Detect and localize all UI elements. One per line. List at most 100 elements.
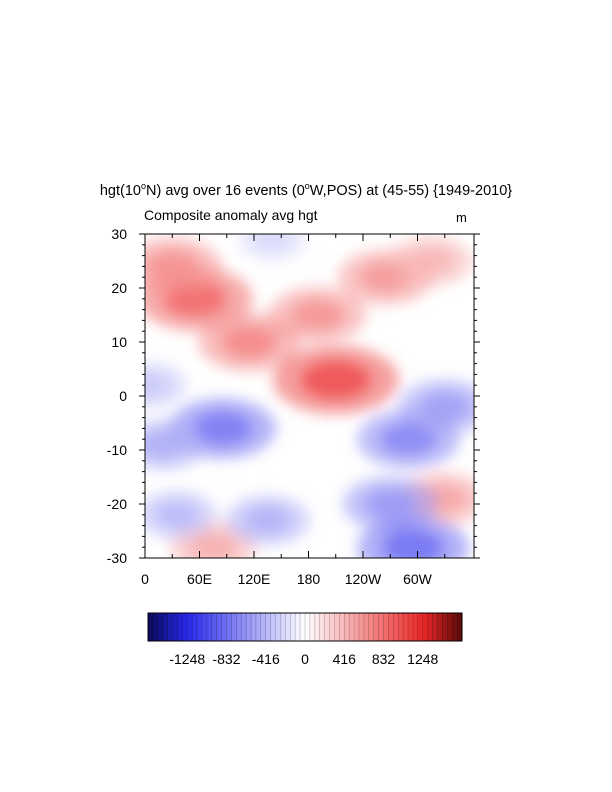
colorbar-cell — [412, 613, 419, 641]
colorbar-cell — [172, 613, 178, 641]
anomaly-blob-core — [301, 360, 371, 399]
y-tick-label: 10 — [111, 334, 127, 350]
colorbar-cell — [187, 613, 193, 641]
colorbar-cell — [206, 613, 213, 641]
y-tick-label: -20 — [107, 496, 127, 512]
colorbar-cell — [295, 613, 301, 641]
colorbar-cell — [270, 613, 276, 641]
colorbar-cell — [314, 613, 321, 641]
anomaly-blob-core — [145, 372, 171, 398]
colorbar-cell — [157, 613, 164, 641]
colorbar-cell — [148, 613, 154, 641]
colorbar-cell — [177, 613, 183, 641]
colorbar-cell — [251, 613, 257, 641]
colorbar-cell — [236, 613, 242, 641]
colorbar-cell — [211, 613, 218, 641]
anomaly-blob-core — [419, 391, 471, 422]
colorbar-label: 0 — [301, 651, 309, 667]
colorbar-cell — [201, 613, 208, 641]
colorbar-cell — [285, 613, 291, 641]
colorbar-cell — [275, 613, 281, 641]
colorbar-cell — [197, 613, 203, 641]
y-tick-label: 0 — [119, 388, 127, 404]
colorbar-cell — [457, 613, 463, 641]
colorbar-cell — [378, 613, 384, 641]
colorbar-cell — [422, 613, 429, 641]
colorbar-cell — [290, 613, 296, 641]
anomaly-blob-core — [408, 247, 455, 275]
colorbar-cell — [280, 613, 286, 641]
colorbar-cell — [241, 613, 247, 641]
colorbar-cell — [354, 613, 360, 641]
chart-subtitle: Composite anomaly avg hgt — [144, 207, 318, 223]
colorbar-cell — [260, 613, 267, 641]
colorbar-cell — [344, 613, 350, 641]
x-tick-label: 120W — [345, 571, 382, 587]
colorbar-cell — [246, 613, 252, 641]
colorbar-cell — [432, 613, 438, 641]
colorbar-cell — [324, 613, 330, 641]
colorbar-cell — [216, 613, 222, 641]
y-tick-label: -30 — [107, 550, 127, 566]
anomaly-blob-core — [221, 325, 278, 359]
anomaly-blob-core — [382, 530, 444, 558]
colorbar-cell — [437, 613, 443, 641]
anomaly-blob-core — [380, 423, 437, 456]
colorbar-cell — [319, 613, 326, 641]
chart-title: hgt(10oN) avg over 16 events (0oW,POS) a… — [99, 181, 513, 199]
x-tick-label: 180 — [297, 571, 321, 587]
colorbar-cell — [334, 613, 340, 641]
colorbar-cell — [368, 613, 375, 641]
colorbar-cell — [309, 613, 316, 641]
colorbar: -1248 -832 -416 0 416 832 1248 — [147, 612, 463, 667]
x-tick-label: 60W — [403, 571, 433, 587]
colorbar-cell — [363, 613, 370, 641]
colorbar-cell — [408, 613, 414, 641]
anomaly-blob-core — [154, 501, 200, 529]
colorbar-cell — [152, 613, 159, 641]
colorbar-cell — [167, 613, 173, 641]
colorbar-cell — [403, 613, 409, 641]
anomaly-blob-core — [192, 411, 252, 446]
colorbar-cell — [373, 613, 379, 641]
colorbar-label: 416 — [333, 651, 357, 667]
x-tick-label: 0 — [141, 571, 149, 587]
colorbar-cell — [447, 613, 453, 641]
colorbar-cell — [349, 613, 355, 641]
colorbar-label: -1248 — [169, 651, 205, 667]
colorbar-label: -416 — [252, 651, 280, 667]
colorbar-cell — [339, 613, 345, 641]
y-tick-label: -10 — [107, 442, 127, 458]
colorbar-cell — [427, 613, 433, 641]
anomaly-blob-core — [189, 533, 237, 558]
anomaly-blob-core — [290, 299, 345, 331]
colorbar-cell — [226, 613, 232, 641]
colorbar-cell — [300, 613, 306, 641]
anomaly-blob-core — [364, 488, 417, 520]
colorbar-cell — [452, 613, 458, 641]
colorbar-cell — [417, 613, 424, 641]
colorbar-cell — [182, 613, 188, 641]
colorbar-cell — [255, 613, 262, 641]
colorbar-label: -832 — [212, 651, 240, 667]
colorbar-cell — [192, 613, 198, 641]
colorbar-cell — [265, 613, 272, 641]
colorbar-frame — [147, 612, 463, 642]
x-tick-label: 120E — [238, 571, 271, 587]
anomaly-blob-core — [145, 250, 200, 283]
colorbar-cell — [398, 613, 404, 641]
colorbar-cell — [383, 613, 389, 641]
colorbar-cell — [388, 613, 394, 641]
colorbar-cell — [329, 613, 335, 641]
anomaly-blob-core — [253, 234, 291, 252]
colorbar-label: 832 — [372, 651, 396, 667]
y-tick-label: 30 — [111, 226, 127, 242]
y-tick-label: 20 — [111, 280, 127, 296]
colorbar-cell — [231, 613, 237, 641]
colorbar-cell — [305, 613, 311, 641]
colorbar-cell — [221, 613, 227, 641]
units-label: m — [456, 210, 467, 225]
colorbar-cell — [442, 613, 448, 641]
colorbar-label: 1248 — [407, 651, 438, 667]
